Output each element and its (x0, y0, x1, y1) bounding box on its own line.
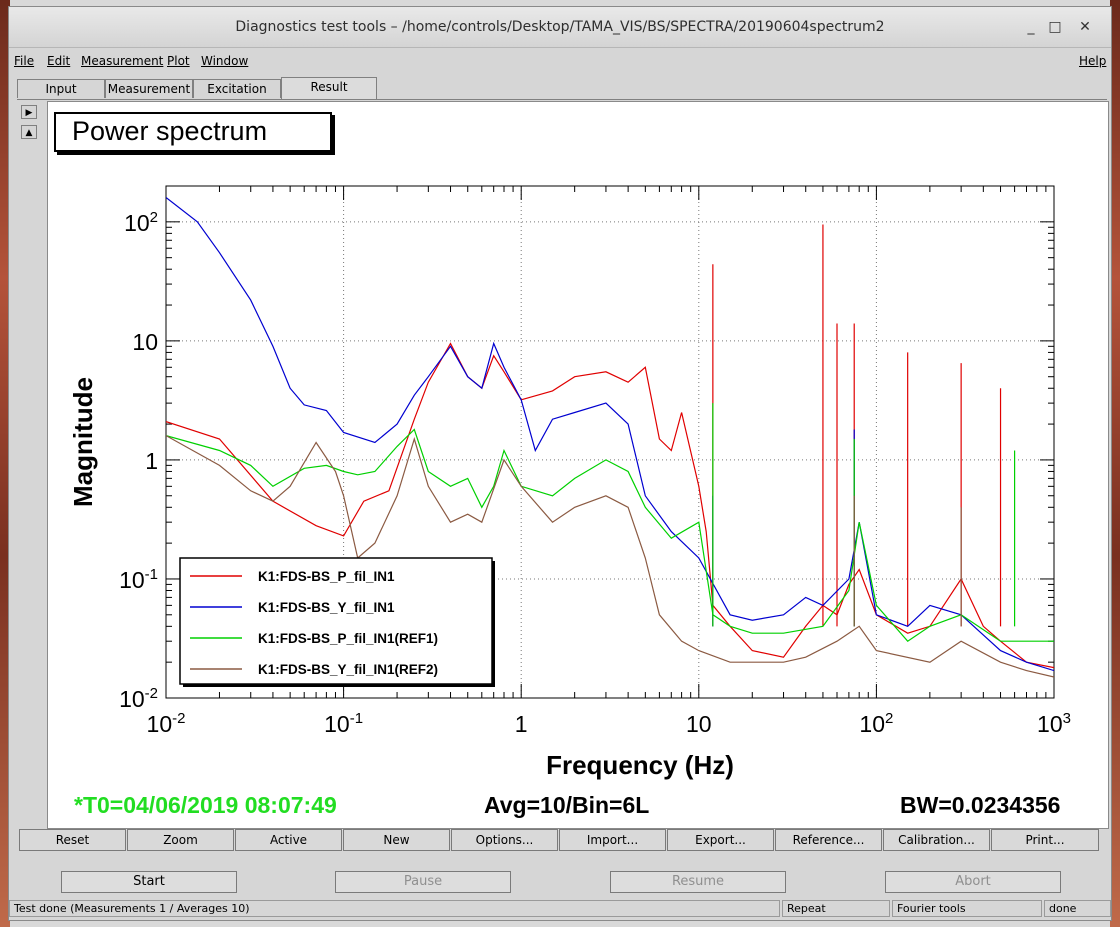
title-bar[interactable]: Diagnostics test tools – /home/controls/… (9, 7, 1111, 48)
x-tick-label: 102 (859, 710, 893, 737)
t0-label: *T0=04/06/2019 08:07:49 (74, 792, 337, 818)
zoom-button[interactable]: Zoom (127, 829, 234, 851)
expand-right-icon[interactable]: ▶ (21, 105, 37, 119)
legend-box (179, 557, 493, 685)
tab-measurement[interactable]: Measurement (105, 79, 193, 98)
status-mode: Repeat (782, 900, 890, 917)
tab-excitation[interactable]: Excitation (193, 79, 281, 98)
tab-result[interactable]: Result (281, 77, 377, 99)
status-bar: Test done (Measurements 1 / Averages 10)… (9, 900, 1111, 918)
tab-bar: Input Measurement Excitation Result (17, 77, 1107, 100)
legend-label: K1:FDS-BS_Y_fil_IN1(REF2) (258, 662, 438, 677)
status-message: Test done (Measurements 1 / Averages 10) (9, 900, 780, 917)
tab-input[interactable]: Input (17, 79, 105, 98)
new-button[interactable]: New (343, 829, 450, 851)
series-group (166, 435, 1054, 678)
x-tick-exponent: -2 (172, 710, 185, 727)
x-tick-label: 10-2 (147, 710, 186, 737)
series-line (166, 435, 1054, 678)
series-line (166, 428, 1054, 642)
avg-label: Avg=10/Bin=6L (484, 792, 650, 818)
menu-plot[interactable]: Plot (167, 54, 190, 68)
y-tick-label: 10-1 (119, 566, 158, 593)
y-tick-label: 10 (132, 329, 158, 355)
resume-button[interactable]: Resume (610, 871, 786, 893)
start-button[interactable]: Start (61, 871, 237, 893)
legend-label: K1:FDS-BS_P_fil_IN1 (258, 569, 395, 584)
legend: K1:FDS-BS_P_fil_IN1 K1:FDS-BS_Y_fil_IN1 K1… (179, 557, 495, 687)
bw-label: BW=0.0234356 (900, 792, 1061, 818)
series-line (166, 342, 1054, 669)
menu-window[interactable]: Window (201, 54, 249, 68)
export-button[interactable]: Export... (667, 829, 774, 851)
minimize-icon[interactable]: _ (1027, 19, 1035, 35)
desktop-background-right (1110, 0, 1120, 927)
print-button[interactable]: Print... (991, 829, 1099, 851)
y-axis-title: Magnitude (68, 377, 98, 507)
y-tick-exponent: -1 (145, 566, 158, 583)
y-tick-exponent: 2 (150, 209, 158, 226)
menu-bar: File Edit Measurement Plot Window Help (9, 51, 1111, 71)
plot-canvas[interactable]: Power spectrum 10-2 10-1 1 10 102 103 10-2 10-1… (47, 101, 1109, 829)
y-tick-label: 102 (124, 209, 158, 236)
x-axis-title: Frequency (Hz) (546, 750, 734, 780)
menu-help[interactable]: Help (1079, 54, 1107, 68)
y-tick-label: 1 (145, 448, 158, 474)
x-tick-label: 10-1 (324, 710, 363, 737)
x-tick-label: 1 (515, 711, 528, 737)
x-tick-label: 103 (1037, 710, 1071, 737)
window-title: Diagnostics test tools – /home/controls/… (235, 19, 885, 35)
close-icon[interactable]: ✕ (1079, 19, 1091, 35)
x-tick-exponent: 2 (885, 710, 893, 727)
app-window: Diagnostics test tools – /home/controls/… (8, 6, 1112, 921)
collapse-up-icon[interactable]: ▲ (21, 125, 37, 139)
options-button[interactable]: Options... (451, 829, 558, 851)
menu-edit[interactable]: Edit (47, 54, 71, 68)
status-tools: Fourier tools (892, 900, 1042, 917)
y-tick-exponent: -2 (145, 685, 158, 702)
spectrum-chart[interactable]: 10-2 10-1 1 10 102 103 10-2 10-1 1 10 102 Frequency… (48, 102, 1108, 792)
x-tick-label: 10 (686, 711, 712, 737)
y-tick-label: 10-2 (119, 685, 158, 712)
legend-label: K1:FDS-BS_P_fil_IN1(REF1) (258, 631, 438, 646)
status-state: done (1044, 900, 1111, 917)
maximize-icon[interactable]: □ (1048, 19, 1062, 35)
desktop-background-left (0, 0, 10, 927)
plot-button-row: Reset Zoom Active New Options... Import.… (19, 829, 1099, 851)
menu-measurement[interactable]: Measurement (81, 54, 164, 68)
reference-button[interactable]: Reference... (775, 829, 882, 851)
plot-title: Power spectrum (54, 112, 332, 152)
active-button[interactable]: Active (235, 829, 342, 851)
pause-button[interactable]: Pause (335, 871, 511, 893)
reset-button[interactable]: Reset (19, 829, 126, 851)
abort-button[interactable]: Abort (885, 871, 1061, 893)
x-tick-exponent: -1 (350, 710, 363, 727)
x-tick-exponent: 3 (1063, 710, 1071, 727)
legend-label: K1:FDS-BS_Y_fil_IN1 (258, 600, 395, 615)
menu-file[interactable]: File (14, 54, 35, 68)
calibration-button[interactable]: Calibration... (883, 829, 990, 851)
import-button[interactable]: Import... (559, 829, 666, 851)
series-line (166, 197, 1054, 672)
